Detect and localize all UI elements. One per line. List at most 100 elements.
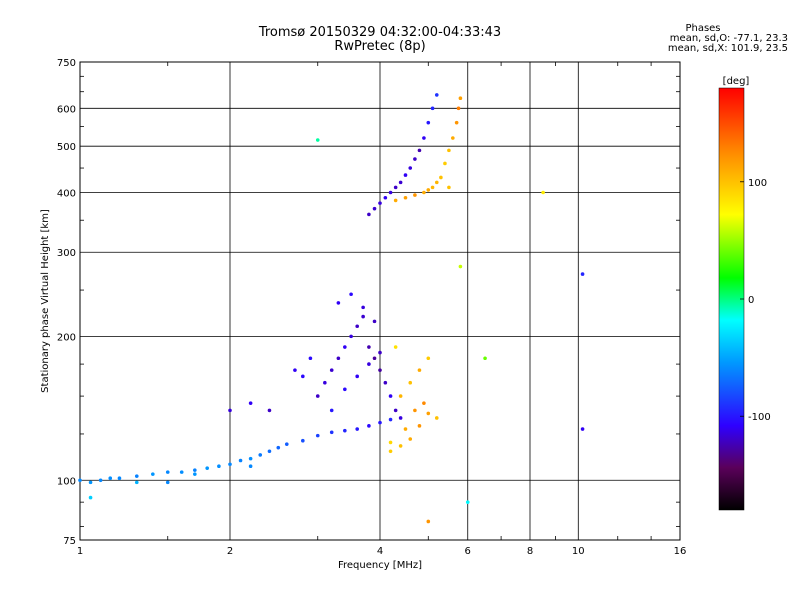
data-point: [426, 120, 431, 125]
data-point: [372, 356, 377, 361]
data-point: [417, 368, 422, 372]
data-point: [426, 188, 431, 192]
x-axis-label: Frequency [MHz]: [338, 560, 422, 571]
data-point: [451, 136, 455, 140]
data-point: [78, 478, 82, 483]
data-point: [228, 462, 232, 467]
data-point: [541, 190, 545, 195]
x-tick-label: 10: [572, 546, 585, 557]
data-point: [238, 458, 243, 463]
data-point: [329, 408, 334, 413]
data-point: [165, 480, 170, 485]
colorbar: [718, 87, 745, 511]
data-point: [408, 380, 413, 385]
data-point: [329, 430, 334, 435]
y-axis-label: Stationary phase Virtual Height [km]: [40, 209, 51, 393]
data-point: [98, 478, 103, 483]
y-tick-label: 200: [57, 332, 76, 343]
data-point: [361, 305, 365, 310]
data-point: [308, 356, 313, 361]
data-point: [434, 180, 439, 185]
colorbar-ticks: 100 0 -100: [740, 178, 771, 423]
data-point: [403, 173, 408, 177]
data-point: [447, 185, 451, 190]
data-point: [465, 500, 470, 504]
data-point: [108, 476, 113, 481]
data-point: [343, 345, 347, 349]
y-tick-label: 750: [57, 58, 76, 69]
y-tick-label: 100: [57, 476, 76, 487]
data-point: [439, 175, 443, 180]
data-point: [315, 433, 320, 438]
data-point: [393, 408, 398, 413]
data-point: [343, 428, 347, 433]
data-point: [388, 440, 393, 445]
data-point: [258, 453, 263, 457]
data-point: [367, 212, 371, 217]
data-point: [336, 356, 341, 361]
phase-stats: Phases mean, sd,O: -77.1, 23.3 mean, sd,…: [618, 24, 788, 54]
data-point: [417, 424, 422, 428]
data-point: [408, 437, 413, 441]
y-tick-label: 75: [63, 536, 76, 547]
data-point: [117, 476, 122, 481]
points-layer: [78, 93, 585, 524]
data-point: [388, 449, 393, 454]
data-point: [315, 138, 320, 142]
x-tick-label: 16: [674, 546, 687, 557]
colorbar-tick-label: -100: [748, 412, 771, 423]
data-point: [417, 148, 422, 153]
data-point: [301, 374, 305, 379]
data-point: [398, 444, 403, 448]
data-point: [580, 272, 585, 276]
data-point: [458, 96, 463, 100]
data-point: [372, 319, 377, 324]
data-point: [434, 93, 439, 97]
x-tick-label: 1: [77, 546, 83, 557]
phase-stats-x: mean, sd,X: 101.9, 23.5: [667, 43, 788, 54]
y-tick-label: 400: [57, 188, 76, 199]
data-point: [447, 148, 451, 153]
data-point: [355, 324, 359, 329]
data-point: [378, 350, 382, 355]
data-point: [367, 424, 371, 428]
data-point: [248, 464, 253, 469]
data-point: [413, 157, 417, 161]
data-point: [408, 166, 413, 170]
data-point: [349, 292, 353, 297]
data-point: [413, 193, 417, 197]
data-point: [422, 190, 426, 195]
title-line-2: RwPretec (8p): [334, 39, 426, 54]
data-point: [430, 185, 435, 190]
data-point: [403, 427, 408, 431]
grid-layer: [80, 62, 680, 540]
data-point: [456, 106, 461, 111]
data-point: [434, 416, 439, 420]
phase-stats-title: Phases: [685, 23, 721, 34]
y-tick-label: 600: [57, 104, 76, 115]
data-point: [483, 356, 487, 361]
y-axis-ticks: 75 100 200 300 400 500 600 750: [57, 58, 680, 547]
title-line-1: Tromsø 20150329 04:32:00-04:33:43: [258, 25, 502, 40]
data-point: [388, 190, 393, 195]
data-point: [393, 185, 398, 190]
data-point: [134, 480, 139, 485]
data-point: [398, 416, 403, 420]
data-point: [355, 427, 359, 431]
data-point: [301, 438, 305, 443]
data-point: [378, 201, 382, 205]
data-point: [248, 456, 253, 461]
data-point: [267, 408, 272, 413]
data-point: [383, 380, 388, 385]
data-point: [378, 368, 382, 372]
data-point: [193, 468, 197, 472]
data-point: [267, 449, 272, 454]
data-point: [422, 136, 426, 140]
data-point: [217, 464, 221, 469]
data-point: [367, 362, 371, 366]
colorbar-label: [deg]: [723, 76, 750, 87]
data-point: [284, 442, 289, 446]
data-point: [134, 474, 139, 478]
data-point: [329, 368, 334, 372]
